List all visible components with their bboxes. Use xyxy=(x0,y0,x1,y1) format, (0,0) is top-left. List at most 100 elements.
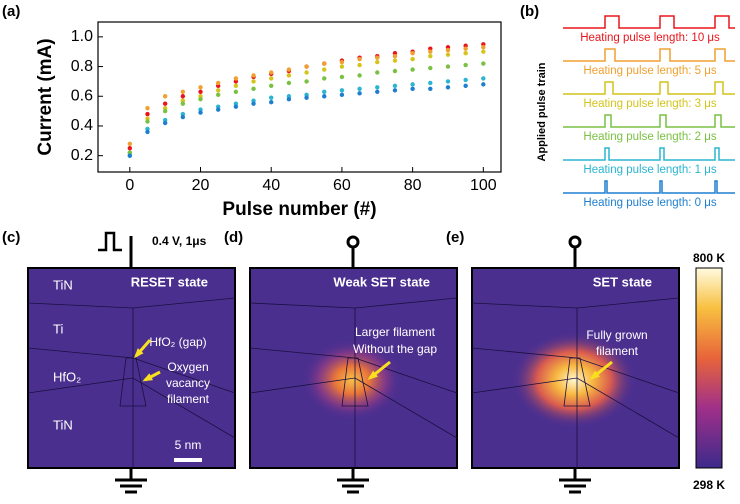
filament xyxy=(119,357,147,407)
annotation: filament xyxy=(167,392,210,406)
data-point xyxy=(251,86,256,92)
plot-frame xyxy=(97,21,502,173)
data-point xyxy=(339,88,345,93)
data-point xyxy=(127,141,133,146)
filament xyxy=(563,357,591,407)
data-point xyxy=(215,92,221,97)
y-tick-label: 1.0 xyxy=(71,28,93,45)
data-point xyxy=(215,107,221,112)
data-point xyxy=(322,89,327,95)
data-point xyxy=(269,95,274,100)
data-point xyxy=(145,105,150,111)
colorbar-max: 800 K xyxy=(693,251,725,265)
x-tick-label: 40 xyxy=(262,177,280,194)
data-point xyxy=(375,70,380,75)
panel-label: (d) xyxy=(224,229,243,246)
x-tick-label: 60 xyxy=(333,177,351,194)
pulse-label: Heating pulse length: 2 μs xyxy=(583,131,716,143)
data-point xyxy=(286,97,292,102)
y-axis-label: Current (mA) xyxy=(35,38,56,155)
data-point xyxy=(127,146,133,151)
data-point xyxy=(375,89,380,95)
data-point xyxy=(481,45,486,50)
data-point xyxy=(180,101,186,106)
layer-label: TiN xyxy=(53,417,73,432)
data-point xyxy=(410,86,415,92)
data-point xyxy=(162,108,168,114)
layer-label: HfO₂ xyxy=(53,369,81,384)
data-point xyxy=(357,73,362,78)
data-point xyxy=(445,79,451,84)
pulse-wave xyxy=(563,81,735,95)
data-point xyxy=(162,120,168,126)
x-tick-label: 100 xyxy=(470,177,497,194)
data-point xyxy=(481,82,486,87)
y-tick-label: 0.4 xyxy=(71,117,93,134)
data-point xyxy=(392,68,398,74)
data-point xyxy=(392,58,398,63)
pulse-wave xyxy=(563,147,735,161)
pulse-label: Heating pulse length: 0 μs xyxy=(583,197,716,209)
data-point xyxy=(127,153,133,158)
data-point xyxy=(322,67,327,72)
data-point xyxy=(463,50,468,56)
axis-label: Applied pulse train xyxy=(536,62,548,161)
data-point xyxy=(322,76,327,81)
layer-label: Ti xyxy=(53,321,63,336)
annotation: filament xyxy=(596,344,639,358)
arrow-head xyxy=(134,348,144,359)
x-tick-label: 20 xyxy=(192,177,210,194)
data-point xyxy=(392,88,398,93)
data-point xyxy=(269,99,274,105)
data-point xyxy=(375,85,380,90)
data-point xyxy=(357,62,362,68)
heat xyxy=(302,340,402,420)
data-point xyxy=(410,50,415,56)
pulse-icon xyxy=(98,231,122,252)
annotation: Larger filament xyxy=(355,325,436,339)
data-point xyxy=(445,48,451,53)
state-label: RESET state xyxy=(131,274,208,289)
data-point xyxy=(339,64,345,69)
x-axis-label: Pulse number (#) xyxy=(222,199,376,220)
data-point xyxy=(322,94,327,99)
pulse-wave xyxy=(563,15,735,29)
data-point xyxy=(445,64,451,69)
data-point xyxy=(410,82,415,87)
data-point xyxy=(463,83,468,89)
data-point xyxy=(233,83,239,89)
data-point xyxy=(233,76,239,81)
data-point xyxy=(304,64,309,69)
data-point xyxy=(145,111,150,117)
data-point xyxy=(410,56,415,62)
panel-label: (c) xyxy=(2,229,20,246)
data-point xyxy=(428,53,433,59)
data-point xyxy=(215,88,221,93)
data-point xyxy=(357,86,362,92)
panel-label: (a) xyxy=(2,3,20,20)
x-tick-label: 80 xyxy=(404,177,422,194)
data-point xyxy=(428,80,433,86)
data-point xyxy=(251,101,256,106)
state-label: SET state xyxy=(593,274,652,289)
filament xyxy=(341,357,369,407)
data-point xyxy=(357,56,362,62)
electrode xyxy=(346,235,360,249)
annotation: HfO₂ (gap) xyxy=(149,335,206,349)
data-point xyxy=(481,76,486,81)
pulse-label: Heating pulse length: 5 μs xyxy=(583,65,716,77)
arrow-head xyxy=(589,370,600,380)
data-point xyxy=(304,79,309,84)
state-label: Weak SET state xyxy=(333,274,430,289)
data-point xyxy=(198,97,203,102)
pulse-label: Heating pulse length: 10 μs xyxy=(580,32,720,44)
data-point xyxy=(233,104,239,109)
data-point xyxy=(198,85,203,90)
layer-label: TiN xyxy=(53,277,73,292)
data-point xyxy=(428,49,433,54)
annotation: vacancy xyxy=(166,376,210,390)
data-point xyxy=(322,61,327,66)
scale-bar-label: 5 nm xyxy=(175,438,202,452)
data-point xyxy=(339,92,345,97)
data-point xyxy=(251,79,256,84)
